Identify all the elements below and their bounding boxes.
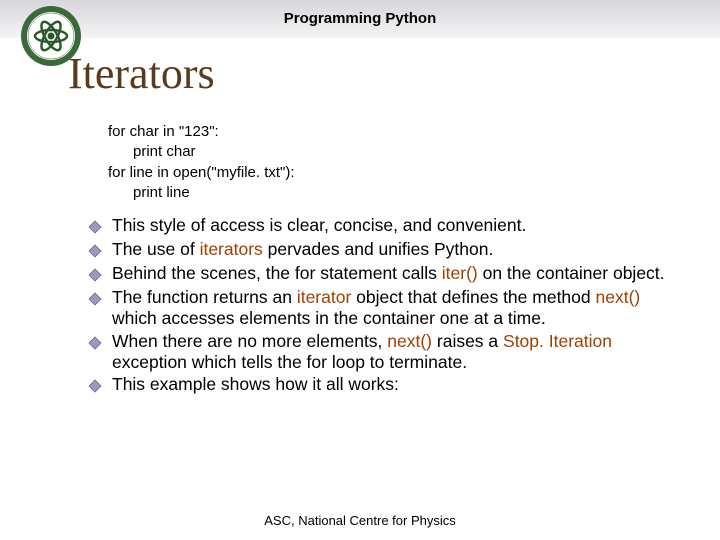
code-block: for char in "123": print char for line i… [108, 122, 295, 203]
diamond-bullet-icon [88, 220, 106, 238]
bullet-text: When there are no more elements, next() … [112, 331, 688, 374]
bullet-item: When there are no more elements, next() … [88, 331, 688, 374]
code-line: for line in open("myfile. txt"): [108, 163, 295, 183]
bullet-text: The function returns an iterator object … [112, 287, 688, 330]
header-title: Programming Python [0, 10, 720, 27]
bullet-text: Behind the scenes, the for statement cal… [112, 263, 665, 284]
code-line: print char [108, 142, 295, 162]
diamond-bullet-icon [88, 292, 106, 310]
diamond-bullet-icon [88, 244, 106, 262]
footer-text: ASC, National Centre for Physics [0, 513, 720, 528]
slide-title: Iterators [68, 48, 215, 99]
bullet-item: The function returns an iterator object … [88, 287, 688, 330]
code-line: for char in "123": [108, 122, 295, 142]
code-line: print line [108, 183, 295, 203]
bullet-item: This example shows how it all works: [88, 374, 688, 397]
diamond-bullet-icon [88, 336, 106, 354]
bullet-item: The use of iterators pervades and unifie… [88, 239, 688, 262]
diamond-bullet-icon [88, 268, 106, 286]
bullet-list: This style of access is clear, concise, … [88, 215, 688, 398]
bullet-text: The use of iterators pervades and unifie… [112, 239, 493, 260]
diamond-bullet-icon [88, 379, 106, 397]
bullet-item: Behind the scenes, the for statement cal… [88, 263, 688, 286]
bullet-text: This example shows how it all works: [112, 374, 399, 395]
bullet-text: This style of access is clear, concise, … [112, 215, 526, 236]
bullet-item: This style of access is clear, concise, … [88, 215, 688, 238]
